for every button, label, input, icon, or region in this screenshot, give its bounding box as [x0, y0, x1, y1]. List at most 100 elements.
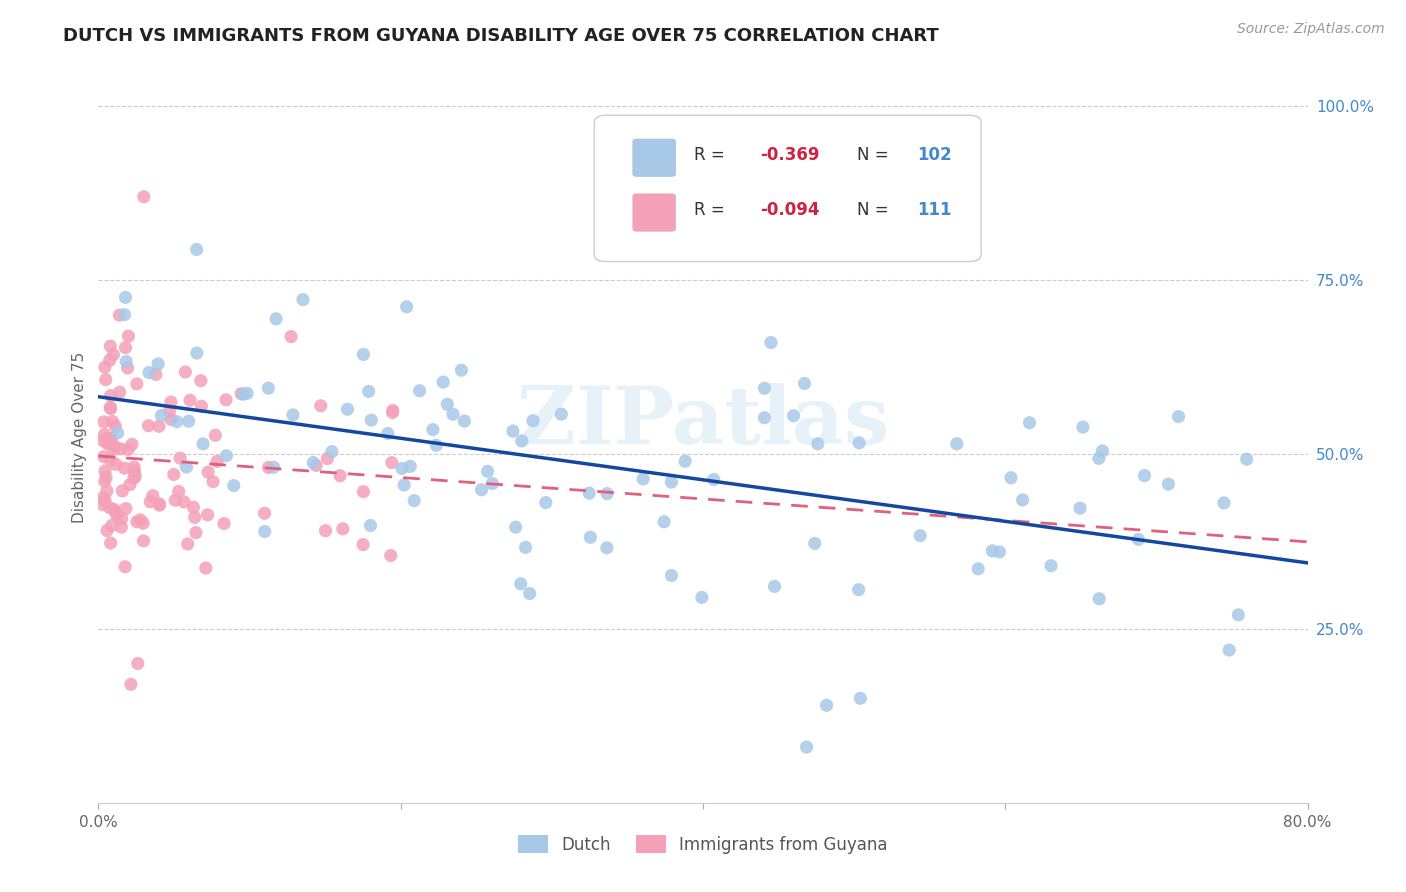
- Point: [232, 387, 254, 401]
- Point: [194, 561, 217, 575]
- Point: [98, 353, 121, 368]
- Point: [205, 454, 228, 468]
- Point: [160, 412, 183, 426]
- Point: [264, 311, 287, 326]
- Y-axis label: Disability Age Over 75: Disability Age Over 75: [72, 351, 87, 523]
- Point: [184, 510, 207, 524]
- Point: [314, 524, 336, 538]
- Point: [125, 376, 148, 391]
- Point: [94, 475, 117, 489]
- Point: [1128, 533, 1150, 547]
- Point: [163, 467, 186, 482]
- Point: [359, 518, 381, 533]
- Point: [391, 461, 413, 475]
- Point: [121, 437, 143, 451]
- Point: [477, 464, 499, 478]
- Point: [139, 495, 162, 509]
- Point: [132, 533, 155, 548]
- Point: [981, 544, 1004, 558]
- Point: [908, 529, 931, 543]
- Point: [179, 393, 201, 408]
- Point: [94, 373, 117, 387]
- Point: [1227, 607, 1250, 622]
- Point: [392, 478, 415, 492]
- Point: [404, 493, 426, 508]
- Point: [174, 365, 197, 379]
- Point: [316, 451, 339, 466]
- Point: [145, 368, 167, 382]
- Point: [127, 657, 149, 671]
- Point: [150, 409, 173, 423]
- Point: [253, 524, 276, 539]
- Point: [108, 385, 131, 400]
- Point: [659, 475, 682, 489]
- Point: [103, 502, 125, 516]
- Point: [114, 341, 136, 355]
- Point: [96, 483, 118, 498]
- Point: [967, 562, 990, 576]
- Point: [166, 415, 188, 429]
- Point: [104, 458, 127, 472]
- Point: [93, 415, 115, 429]
- Point: [197, 465, 219, 479]
- Point: [515, 541, 537, 555]
- Point: [97, 435, 120, 450]
- Point: [183, 500, 205, 515]
- Point: [946, 436, 969, 450]
- Point: [176, 537, 198, 551]
- Point: [522, 414, 544, 428]
- Point: [148, 419, 170, 434]
- Point: [408, 384, 430, 398]
- Point: [96, 524, 118, 538]
- Point: [148, 497, 170, 511]
- Point: [104, 505, 127, 519]
- Point: [1213, 496, 1236, 510]
- Point: [519, 586, 541, 600]
- Point: [793, 376, 815, 391]
- Point: [94, 493, 117, 508]
- Text: R =: R =: [693, 146, 730, 164]
- Point: [631, 472, 654, 486]
- Point: [93, 450, 115, 464]
- Point: [471, 483, 494, 497]
- Point: [803, 536, 825, 550]
- Point: [1000, 471, 1022, 485]
- Point: [146, 357, 169, 371]
- Point: [165, 493, 187, 508]
- Point: [257, 381, 280, 395]
- Point: [191, 437, 214, 451]
- Point: [352, 347, 374, 361]
- Point: [381, 403, 404, 417]
- Point: [100, 389, 122, 403]
- Point: [124, 469, 146, 483]
- Point: [169, 451, 191, 466]
- Point: [432, 375, 454, 389]
- Text: -0.369: -0.369: [761, 146, 820, 164]
- Point: [481, 476, 503, 491]
- Point: [103, 348, 125, 362]
- Point: [357, 384, 380, 399]
- Point: [690, 591, 713, 605]
- Point: [988, 545, 1011, 559]
- Point: [321, 444, 343, 458]
- Point: [1069, 501, 1091, 516]
- Text: 102: 102: [917, 146, 952, 164]
- Point: [754, 381, 776, 395]
- Point: [173, 495, 195, 509]
- FancyBboxPatch shape: [633, 139, 675, 177]
- Point: [352, 484, 374, 499]
- FancyBboxPatch shape: [633, 194, 675, 231]
- Legend: Dutch, Immigrants from Guyana: Dutch, Immigrants from Guyana: [512, 829, 894, 860]
- Point: [118, 477, 141, 491]
- Point: [502, 424, 524, 438]
- Point: [98, 401, 121, 415]
- Point: [281, 408, 304, 422]
- Point: [204, 428, 226, 442]
- Point: [453, 414, 475, 428]
- Point: [1218, 643, 1240, 657]
- Point: [122, 460, 145, 475]
- Point: [202, 475, 225, 489]
- Point: [108, 308, 131, 322]
- Point: [510, 434, 533, 448]
- Point: [815, 698, 838, 713]
